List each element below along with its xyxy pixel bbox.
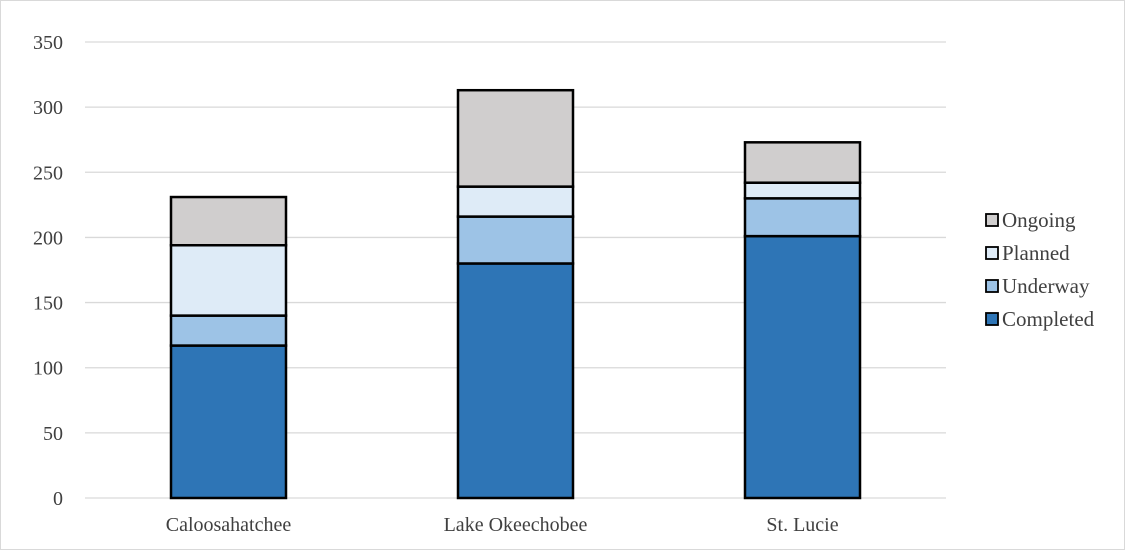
bar-st-lucie-ongoing: [743, 141, 862, 184]
y-tick-label: 0: [53, 488, 63, 510]
legend-swatch: [985, 213, 999, 227]
bar-st-lucie-underway: [743, 197, 862, 238]
y-tick-label: 300: [33, 97, 63, 119]
y-tick-label: 100: [33, 358, 63, 380]
bar-lake-okeechobee-ongoing: [456, 88, 575, 188]
x-axis-ticks: Caloosahatchee Lake Okeechobee St. Lucie: [166, 514, 839, 536]
y-tick-label: 200: [33, 227, 63, 249]
x-tick-label: Caloosahatchee: [166, 514, 292, 536]
legend-item-completed: Completed: [985, 307, 1095, 331]
legend: Ongoing Planned Underway Completed: [985, 208, 1095, 331]
legend-item-planned: Planned: [985, 241, 1070, 265]
bar-caloosahatchee-ongoing: [169, 195, 288, 247]
bar-st-lucie-completed: [743, 234, 862, 500]
y-tick-label: 250: [33, 162, 63, 184]
legend-label: Ongoing: [1002, 208, 1076, 232]
legend-label: Planned: [1002, 241, 1070, 265]
legend-label: Underway: [1002, 274, 1090, 298]
x-tick-label: St. Lucie: [766, 514, 838, 536]
y-tick-label: 50: [43, 423, 63, 445]
bar-lake-okeechobee-underway: [456, 215, 575, 265]
bar-lake-okeechobee-completed: [456, 262, 575, 500]
y-tick-label: 150: [33, 293, 63, 315]
y-tick-label: 350: [33, 32, 63, 54]
bars: [169, 88, 862, 500]
legend-swatch: [985, 312, 999, 326]
legend-swatch: [985, 246, 999, 260]
legend-label: Completed: [1002, 307, 1095, 331]
bar-lake-okeechobee-planned: [456, 185, 575, 218]
legend-swatch: [985, 279, 999, 293]
legend-item-underway: Underway: [985, 274, 1090, 298]
bar-caloosahatchee-completed: [169, 344, 288, 500]
legend-item-ongoing: Ongoing: [985, 208, 1076, 232]
bar-st-lucie-planned: [743, 181, 862, 200]
bar-caloosahatchee-underway: [169, 314, 288, 347]
bar-caloosahatchee-planned: [169, 243, 288, 317]
x-tick-label: Lake Okeechobee: [444, 514, 588, 536]
y-axis-ticks: 0 50 100 150 200 250 300 350: [33, 32, 63, 510]
